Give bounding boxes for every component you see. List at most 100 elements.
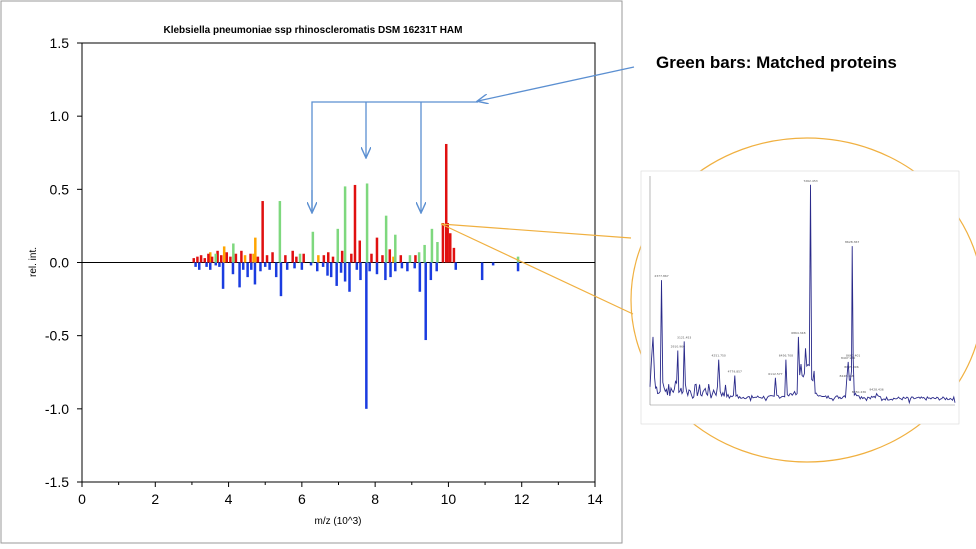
spectrum-bar xyxy=(343,262,347,282)
spectrum-bar xyxy=(243,255,247,263)
spectrum-bar xyxy=(279,262,283,297)
spectrum-bar xyxy=(353,184,357,263)
x-tick-label: 4 xyxy=(225,491,233,507)
spectrum-bar xyxy=(252,253,255,263)
spectrum-bar xyxy=(196,256,199,263)
spectrum-bar xyxy=(241,262,245,270)
spectrum-bar xyxy=(335,262,338,286)
spectrum-bar xyxy=(198,262,201,270)
spectrum-bar xyxy=(234,253,238,263)
x-tick-label: 2 xyxy=(151,491,159,507)
spectrum-bar xyxy=(268,262,271,270)
callout-line-lower xyxy=(440,223,634,315)
spectrum-bar xyxy=(368,262,371,272)
spectrum-bar xyxy=(231,262,235,275)
spectrum-bar xyxy=(274,262,278,278)
spectrum-bar xyxy=(400,262,404,269)
spectrum-bar xyxy=(406,262,409,272)
spectrum-bar xyxy=(326,262,329,276)
inset-peak-label: 3121.453 xyxy=(677,335,691,339)
spectrum-bar xyxy=(246,262,249,278)
spectrum-bar xyxy=(259,262,262,272)
spectrum-bar xyxy=(209,262,212,270)
spectrum-bar xyxy=(452,247,456,263)
spectrum-bar xyxy=(302,253,305,263)
spectrum-bar xyxy=(370,253,373,263)
spectrum-bar xyxy=(413,262,416,269)
spectrum-bar xyxy=(221,262,225,289)
spectrum-bar xyxy=(423,244,426,263)
spectrum-bar xyxy=(480,262,484,281)
spectrum-bar xyxy=(414,255,417,263)
bracket-line xyxy=(311,101,478,212)
x-tick-label: 8 xyxy=(371,491,379,507)
spectrum-bar xyxy=(321,262,325,267)
spectrum-bar xyxy=(355,262,359,270)
spectrum-bar xyxy=(209,252,212,263)
spectrum-bar xyxy=(331,256,335,263)
spectrum-bar xyxy=(446,222,449,263)
spectrum-bar xyxy=(339,262,343,273)
spectrum-bar xyxy=(449,233,452,263)
spectrum-bar xyxy=(436,242,439,263)
spectrum-bar xyxy=(408,255,412,263)
main-chart: Klebsiella pneumoniae ssp rhinoscleromat… xyxy=(0,0,623,544)
x-tick-label: 6 xyxy=(298,491,306,507)
spectrum-bar xyxy=(322,255,326,263)
spectrum-bar xyxy=(365,183,369,263)
spectrum-bar xyxy=(394,234,397,263)
spectrum-bar xyxy=(253,262,257,285)
chart-frame xyxy=(0,0,623,544)
spectrum-bar xyxy=(238,262,241,288)
inset-peak-label: 6864.348 xyxy=(791,331,805,335)
inset-peak-label: 6112.577 xyxy=(768,372,782,376)
spectrum-bar xyxy=(365,262,368,409)
y-tick-label: 1.5 xyxy=(50,35,70,51)
y-tick-label: 1.0 xyxy=(50,108,70,124)
spectrum-bar xyxy=(291,250,294,263)
spectrum-bar xyxy=(435,262,438,272)
spectrum-bar xyxy=(394,262,397,272)
x-axis: 0 2 4 6 8 10 12 14 xyxy=(78,482,603,507)
inset-peak-label: 6456.708 xyxy=(779,354,793,358)
spectrum-bar xyxy=(263,262,267,267)
spectrum-bar xyxy=(295,256,298,263)
spectrum-bar xyxy=(194,262,197,267)
spectrum-bar xyxy=(399,255,403,263)
spectrum-bar xyxy=(311,231,315,263)
inset-peak-label: 2910.960 xyxy=(671,345,685,349)
inset-peak-label: 9428.436 xyxy=(869,388,883,392)
spectrum-bar xyxy=(430,228,434,263)
annotation-arrow xyxy=(478,66,635,101)
spectrum-bar xyxy=(222,246,226,263)
inset-peak-label: 8628.367 xyxy=(845,240,859,244)
y-tick-label: -1.5 xyxy=(45,474,69,490)
matched-proteins-arrows xyxy=(311,66,635,212)
inset-spectrum: 2377.867 2910.960 3121.453 4251.750 4779.857… xyxy=(640,170,960,425)
spectrum-bar xyxy=(381,255,384,263)
y-tick-label: 0.0 xyxy=(50,255,70,271)
spectrum-bar xyxy=(326,252,330,263)
spectrum-bar xyxy=(329,262,333,278)
inset-peak-label: 7262.453 xyxy=(803,179,817,183)
spectrum-bar xyxy=(218,262,221,267)
spectrum-bar xyxy=(298,253,302,263)
inset-trace xyxy=(649,184,956,405)
spectrum-bar xyxy=(340,250,344,263)
callout-line-upper xyxy=(440,223,632,239)
spectrum-bar xyxy=(359,262,362,281)
spectrum-bar xyxy=(491,262,495,266)
spectrum-bar xyxy=(214,253,217,263)
y-axis: 1.5 1.0 0.5 0.0 -0.5 -1.0 -1.5 xyxy=(45,35,82,490)
spectrum-bar xyxy=(336,228,340,263)
spectrum-bar xyxy=(256,256,260,263)
spectrum-bar xyxy=(375,237,379,263)
y-tick-label: 0.5 xyxy=(50,181,70,197)
y-tick-label: -0.5 xyxy=(45,328,69,344)
spectrum-bar xyxy=(358,240,362,263)
spectrum-bar xyxy=(205,262,208,267)
spectrum-bar xyxy=(285,262,289,270)
inset-peak-label: 4779.857 xyxy=(728,369,742,373)
y-axis-title: rel. int. xyxy=(28,247,39,277)
spectrum-bar xyxy=(424,262,427,341)
